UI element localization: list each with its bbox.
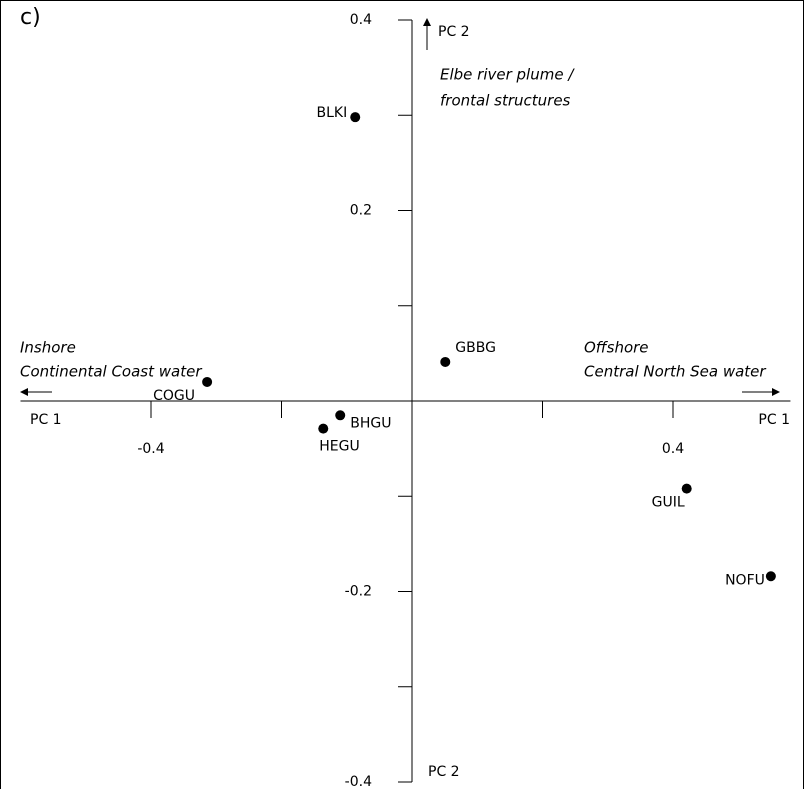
point (318, 423, 329, 434)
y-tick-label: -0.2 (345, 584, 372, 600)
point-label: GUIL (652, 495, 685, 511)
point (681, 483, 692, 494)
arrow-head (20, 388, 28, 396)
y-tick-label: 0.4 (350, 12, 372, 28)
arrow-head (772, 388, 780, 396)
axis-label: PC 1 (30, 412, 62, 428)
point-label: NOFU (725, 572, 765, 588)
point-label: HEGU (319, 439, 359, 455)
y-tick-label: -0.4 (345, 774, 372, 789)
x-tick-label: 0.4 (662, 441, 684, 457)
point-label: BLKI (317, 105, 348, 121)
arrow-head (423, 18, 431, 26)
panel-label: c) (20, 5, 41, 30)
x-tick-label: -0.4 (137, 441, 164, 457)
point-label: BHGU (350, 415, 391, 431)
point (202, 376, 213, 387)
y-tick-label: 0.2 (350, 203, 372, 219)
annotation: frontal structures (440, 92, 571, 110)
point-label: COGU (153, 388, 195, 404)
axis-label: PC 1 (758, 412, 790, 428)
point (440, 356, 451, 367)
annotation: Central North Sea water (584, 363, 766, 381)
point (765, 571, 776, 582)
annotation: Elbe river plume / (440, 66, 575, 84)
axis-label: PC 2 (428, 764, 460, 780)
point (350, 112, 361, 123)
point-label: GBBG (455, 340, 496, 356)
axis-label: PC 2 (438, 24, 470, 40)
annotation: Continental Coast water (20, 363, 202, 381)
point (335, 410, 346, 421)
annotation: Offshore (584, 339, 649, 357)
annotation: Inshore (20, 339, 76, 357)
